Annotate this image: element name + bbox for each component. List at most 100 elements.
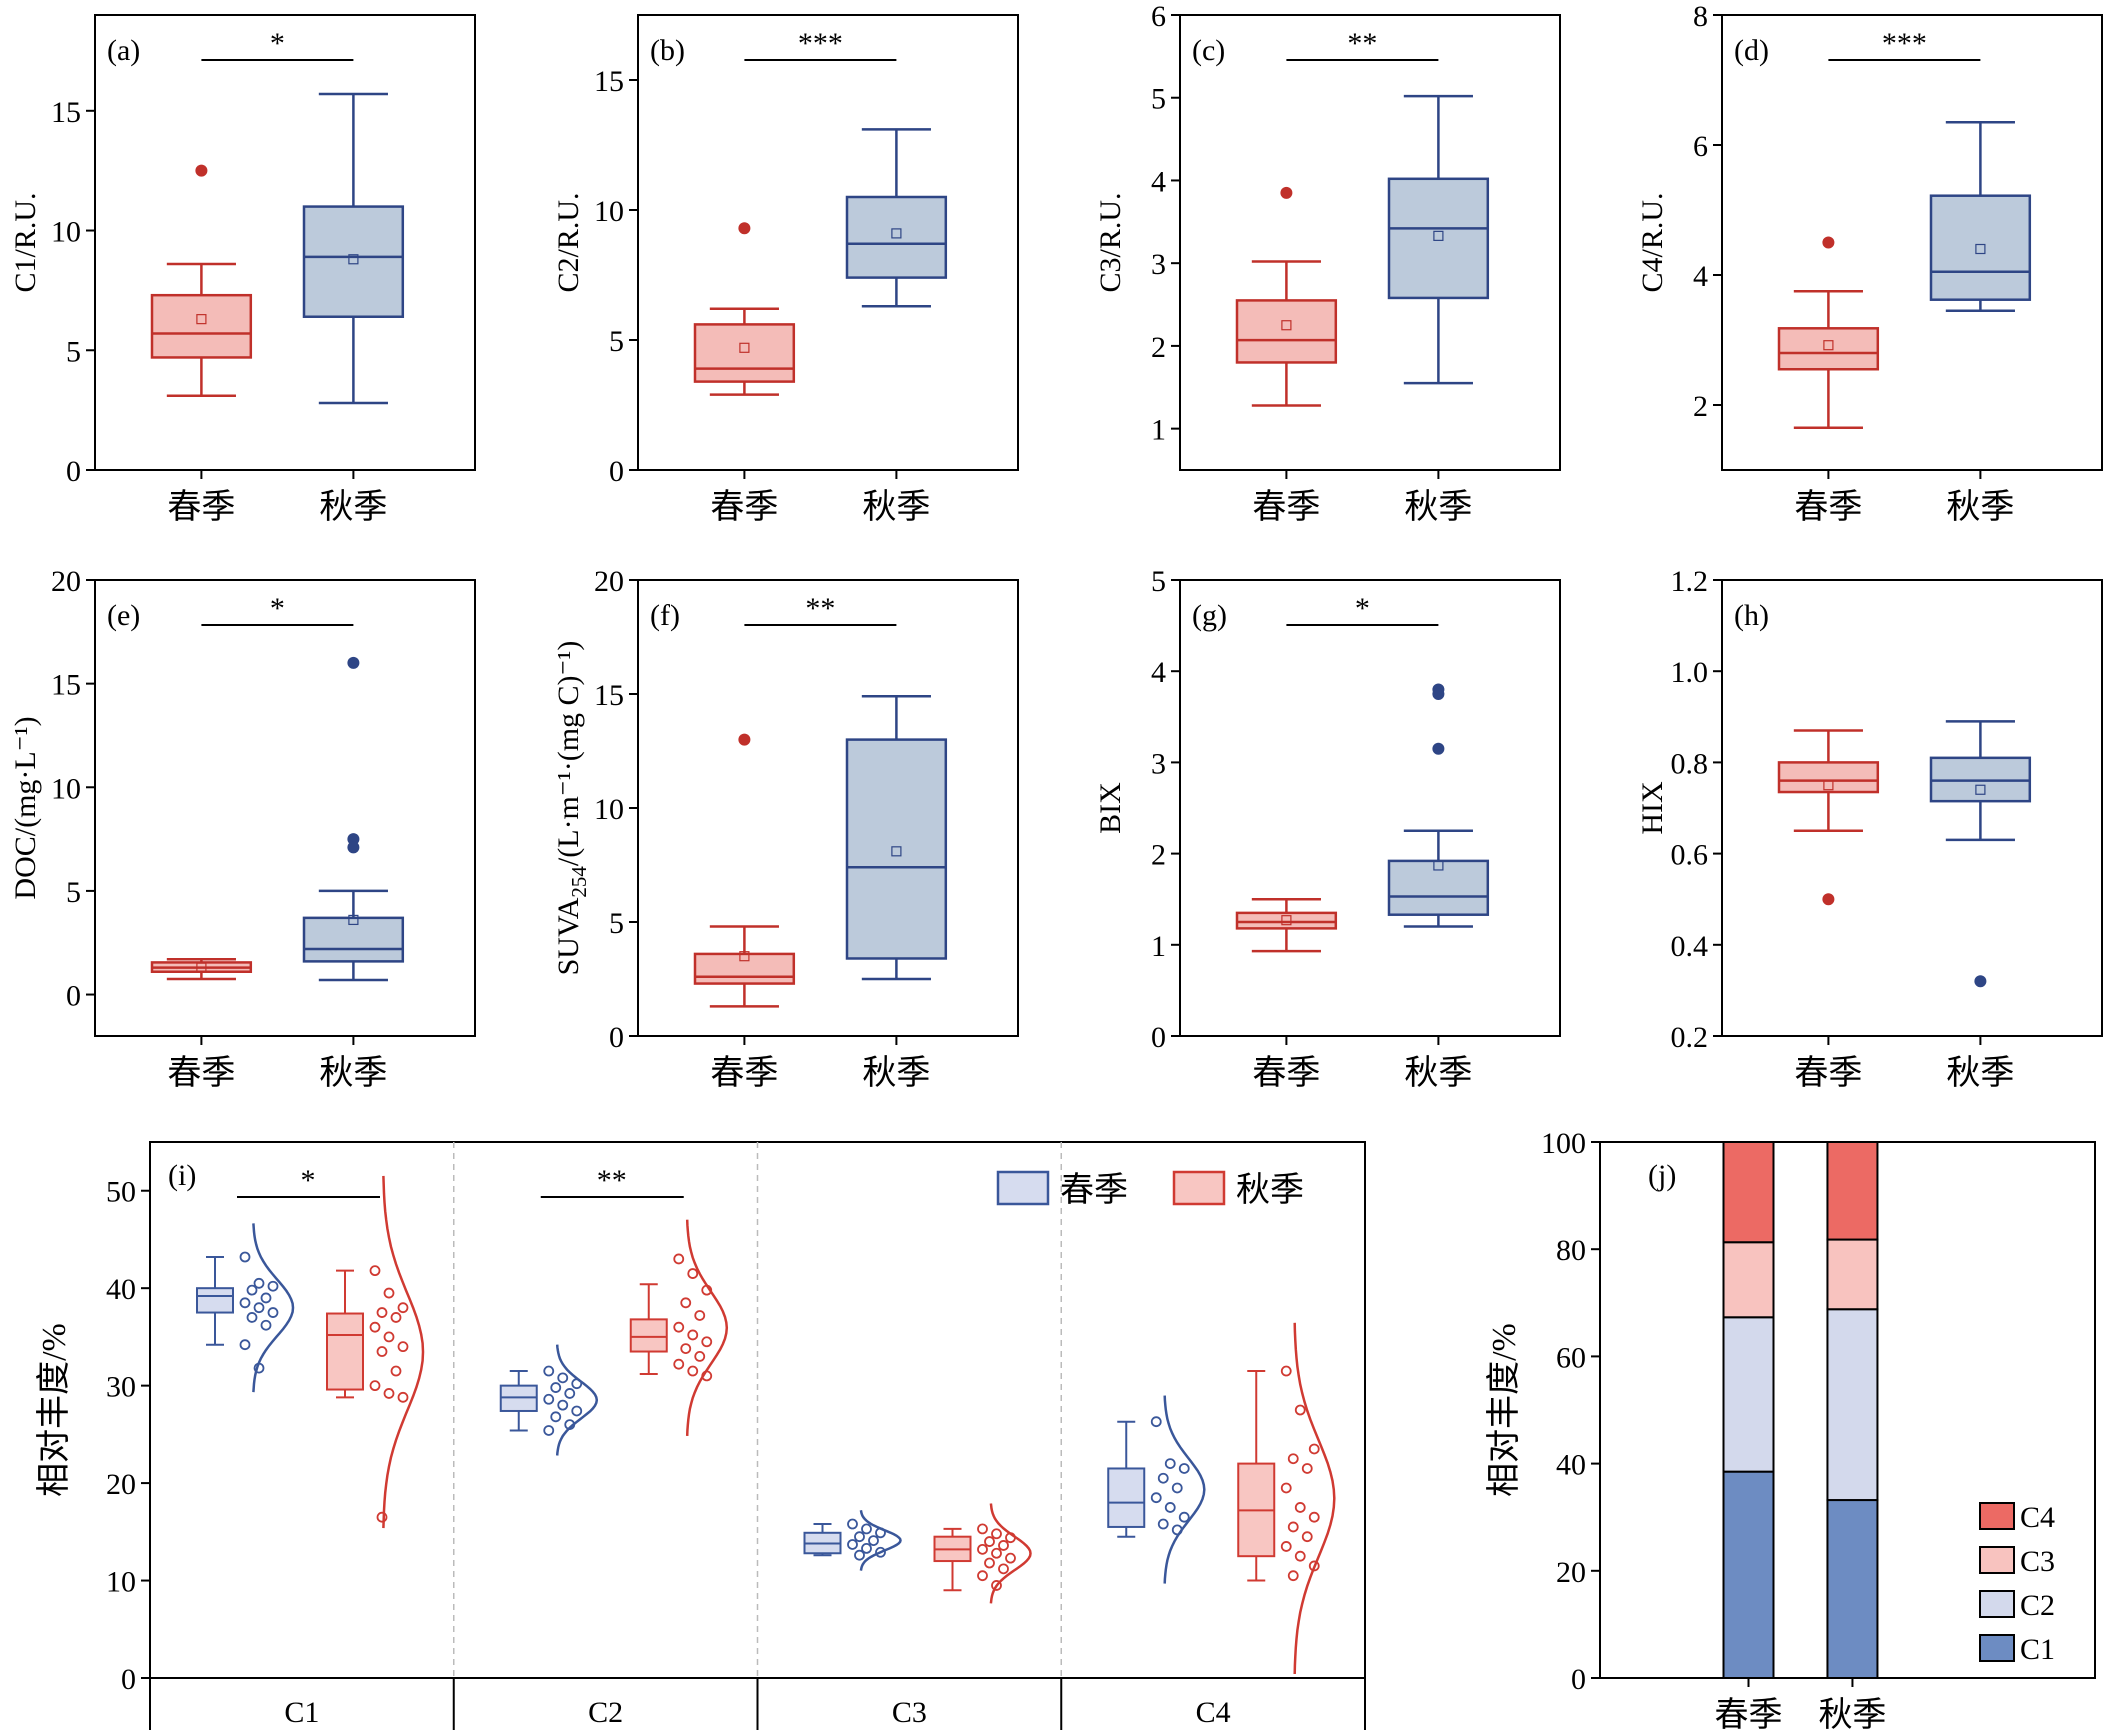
panel-label: (e) bbox=[107, 599, 140, 632]
outlier-point bbox=[347, 656, 360, 669]
y-tick-label: 1.0 bbox=[1671, 656, 1709, 689]
y-tick-label: 0.6 bbox=[1671, 839, 1709, 872]
y-tick-label: 20 bbox=[106, 1468, 136, 1501]
box-spring bbox=[1235, 186, 1338, 407]
x-tick-label: 秋季 bbox=[862, 488, 930, 526]
data-point bbox=[557, 1372, 569, 1384]
outlier-point bbox=[738, 733, 751, 746]
panel-label: (c) bbox=[1192, 34, 1225, 67]
plot-frame bbox=[94, 14, 476, 471]
panel-b: 0 5 10 15 春季 秋季 C2/R.U. (b) *** bbox=[552, 14, 1019, 526]
mean-marker bbox=[1433, 230, 1444, 241]
data-point bbox=[984, 1557, 995, 1569]
panel-label: (h) bbox=[1734, 599, 1769, 632]
box-spring bbox=[1235, 897, 1338, 953]
y-tick-label: 20 bbox=[51, 565, 81, 598]
y-axis-label: BIX bbox=[1094, 782, 1127, 834]
y-tick-label: 15 bbox=[594, 65, 624, 98]
box-spring bbox=[693, 222, 796, 396]
data-point bbox=[260, 1319, 272, 1331]
x-tick-label: 秋季 bbox=[862, 1054, 930, 1092]
data-point bbox=[1171, 1482, 1183, 1494]
mean-marker bbox=[739, 342, 750, 353]
mean-marker bbox=[1281, 320, 1292, 331]
stacked-segment-C2 bbox=[1722, 1316, 1775, 1473]
density-curve bbox=[685, 1219, 729, 1436]
data-point bbox=[687, 1268, 699, 1279]
x-tick-label: 春季 bbox=[1794, 1054, 1862, 1092]
density-curve bbox=[1293, 1322, 1336, 1675]
legend: 春季 秋季 bbox=[996, 1170, 1304, 1209]
data-point bbox=[977, 1523, 988, 1535]
y-axis-label: DOC/(mg·L⁻¹) bbox=[9, 716, 42, 899]
significance-marker: *** bbox=[798, 27, 843, 60]
group-C4-second bbox=[1237, 1322, 1336, 1675]
mean-marker bbox=[739, 951, 750, 962]
data-point bbox=[369, 1265, 381, 1277]
box-iqr bbox=[196, 1287, 234, 1314]
legend-label: C4 bbox=[2020, 1501, 2055, 1534]
box-iqr bbox=[1929, 194, 2032, 301]
y-tick-label: 5 bbox=[66, 335, 81, 368]
y-tick-label: 1 bbox=[1151, 930, 1166, 963]
data-point bbox=[977, 1543, 988, 1555]
legend-label: C2 bbox=[2020, 1589, 2055, 1622]
significance-marker: * bbox=[270, 27, 285, 60]
y-tick-label: 40 bbox=[1556, 1449, 1586, 1482]
data-point bbox=[868, 1535, 879, 1546]
group-C1-second bbox=[326, 1175, 425, 1529]
box-autumn bbox=[302, 656, 405, 982]
significance-marker: *** bbox=[1882, 27, 1927, 60]
x-tick-label: 春季 bbox=[1252, 488, 1320, 526]
data-point bbox=[571, 1405, 583, 1417]
box-spring bbox=[1777, 729, 1880, 906]
box-iqr bbox=[1777, 327, 1880, 371]
x-tick-label: 春季 bbox=[1252, 1054, 1320, 1092]
y-tick-label: 10 bbox=[51, 772, 81, 805]
data-point bbox=[253, 1277, 265, 1289]
y-tick-label: 10 bbox=[106, 1566, 136, 1599]
data-point bbox=[267, 1280, 279, 1292]
y-tick-label: 10 bbox=[594, 793, 624, 826]
legend-label: C3 bbox=[2020, 1545, 2055, 1578]
mean-marker bbox=[1823, 340, 1834, 351]
legend: C4 C3 C2 C1 bbox=[1979, 1501, 2055, 1666]
y-tick-label: 30 bbox=[106, 1371, 136, 1404]
y-tick-label: 2 bbox=[1151, 839, 1166, 872]
y-tick-label: 0 bbox=[66, 980, 81, 1013]
y-tick-label: 6 bbox=[1693, 130, 1708, 163]
y-tick-label: 60 bbox=[1556, 1341, 1586, 1374]
mean-marker bbox=[1823, 780, 1834, 791]
group-C1-first bbox=[196, 1223, 295, 1393]
data-point bbox=[854, 1549, 865, 1561]
stacked-segment-C4 bbox=[1826, 1141, 1879, 1241]
data-point bbox=[383, 1287, 395, 1299]
y-tick-label: 3 bbox=[1151, 747, 1166, 780]
x-tick-label: 秋季 bbox=[1946, 488, 2014, 526]
data-point bbox=[550, 1382, 562, 1393]
legend-label: 秋季 bbox=[1236, 1171, 1304, 1209]
outlier-point bbox=[1432, 742, 1445, 755]
data-point bbox=[1287, 1453, 1299, 1465]
x-tick-label: C4 bbox=[1196, 1696, 1231, 1729]
significance-marker: * bbox=[1355, 592, 1370, 625]
x-tick-label: C3 bbox=[892, 1696, 927, 1729]
data-point bbox=[543, 1425, 555, 1436]
data-point bbox=[1178, 1511, 1190, 1523]
y-tick-label: 2 bbox=[1693, 390, 1708, 423]
data-point bbox=[991, 1528, 1002, 1540]
density-curve bbox=[1163, 1395, 1206, 1584]
panel-label: (i) bbox=[168, 1159, 196, 1192]
group-C4-first bbox=[1107, 1395, 1206, 1584]
data-point bbox=[246, 1284, 258, 1296]
y-tick-label: 0 bbox=[66, 455, 81, 488]
y-tick-label: 15 bbox=[51, 669, 81, 702]
data-point bbox=[550, 1411, 562, 1423]
data-point bbox=[390, 1312, 402, 1323]
panel-d: 2 4 6 8 春季 秋季 C4/R.U. (d) *** bbox=[1636, 0, 2103, 526]
data-point bbox=[1280, 1541, 1292, 1552]
y-tick-label: 5 bbox=[609, 907, 624, 940]
stacked-segment-C4 bbox=[1722, 1141, 1775, 1244]
y-tick-label: 5 bbox=[66, 876, 81, 909]
